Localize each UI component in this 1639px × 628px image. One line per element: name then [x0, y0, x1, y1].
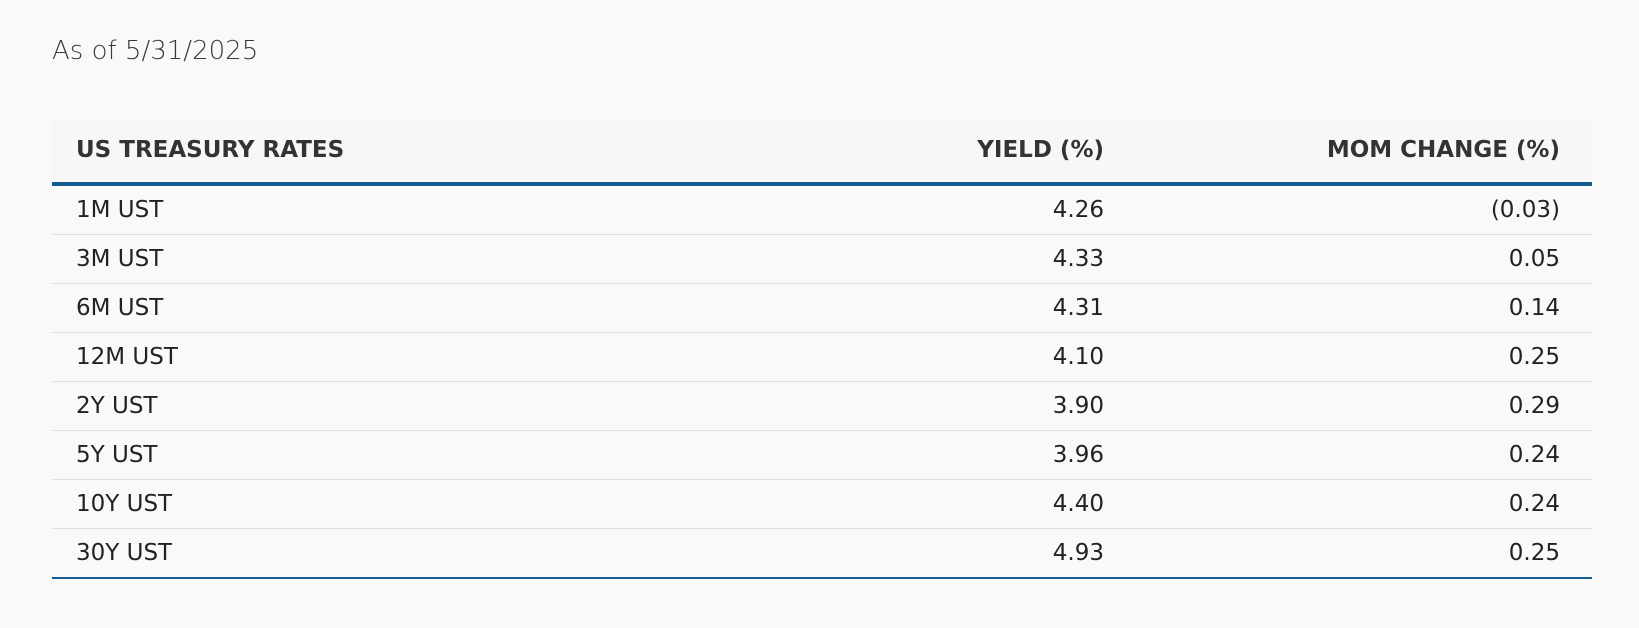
- table-row: 1M UST 4.26 (0.03): [52, 184, 1592, 235]
- table-row: 5Y UST 3.96 0.24: [52, 430, 1592, 480]
- cell: 3.90: [660, 381, 1136, 431]
- row-label: 1M UST: [52, 184, 660, 235]
- column-header: MOM CHANGE (%): [1136, 118, 1592, 186]
- table-row: 2Y UST 3.90 0.29: [52, 381, 1592, 431]
- cell: 0.29: [1136, 381, 1592, 431]
- rates-table: US TREASURY RATES YIELD (%) MOM CHANGE (%)…: [52, 118, 1592, 579]
- row-label: 2Y UST: [52, 381, 660, 431]
- row-label: 10Y UST: [52, 479, 660, 529]
- table-row: 10Y UST 4.40 0.24: [52, 479, 1592, 529]
- table-header: US TREASURY RATES YIELD (%) MOM CHANGE (%): [52, 118, 1592, 186]
- cell: 0.05: [1136, 234, 1592, 284]
- row-label: 12M UST: [52, 332, 660, 382]
- header-row: US TREASURY RATES YIELD (%) MOM CHANGE (%): [52, 118, 1592, 186]
- as-of-date: As of 5/31/2025: [52, 36, 259, 66]
- cell: 4.26: [660, 184, 1136, 235]
- row-label: 30Y UST: [52, 528, 660, 579]
- table-row: 3M UST 4.33 0.05: [52, 234, 1592, 284]
- cell: 4.33: [660, 234, 1136, 284]
- cell: 4.40: [660, 479, 1136, 529]
- table-row: 12M UST 4.10 0.25: [52, 332, 1592, 382]
- row-label: 5Y UST: [52, 430, 660, 480]
- table-row: 6M UST 4.31 0.14: [52, 283, 1592, 333]
- cell: 4.93: [660, 528, 1136, 579]
- cell: 3.96: [660, 430, 1136, 480]
- table-body: 1M UST 4.26 (0.03) 3M UST 4.33 0.05 6M UST 4.31…: [52, 184, 1592, 579]
- table-row: 30Y UST 4.93 0.25: [52, 528, 1592, 579]
- cell: 0.24: [1136, 479, 1592, 529]
- column-header: US TREASURY RATES: [52, 118, 660, 186]
- cell: 0.14: [1136, 283, 1592, 333]
- cell: 0.25: [1136, 332, 1592, 382]
- cell: 0.25: [1136, 528, 1592, 579]
- cell: (0.03): [1136, 184, 1592, 235]
- row-label: 3M UST: [52, 234, 660, 284]
- column-header: YIELD (%): [660, 118, 1136, 186]
- cell: 4.31: [660, 283, 1136, 333]
- cell: 4.10: [660, 332, 1136, 382]
- cell: 0.24: [1136, 430, 1592, 480]
- row-label: 6M UST: [52, 283, 660, 333]
